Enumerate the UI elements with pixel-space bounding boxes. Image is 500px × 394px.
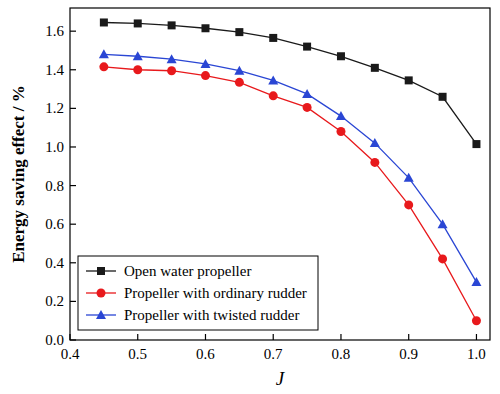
legend-marker <box>97 267 105 275</box>
x-tick <box>340 334 341 340</box>
series-marker <box>168 21 176 29</box>
y-tick-label: 1.4 <box>45 62 64 78</box>
x-tick-label: 1.0 <box>467 346 486 362</box>
y-tick-label: 0.4 <box>45 255 64 271</box>
y-tick <box>70 69 76 70</box>
series-marker <box>99 62 108 71</box>
y-tick <box>70 146 76 147</box>
legend-box <box>78 256 318 330</box>
y-tick-label: 1.2 <box>45 100 64 116</box>
plot-frame <box>70 8 490 340</box>
y-tick <box>70 301 76 302</box>
chart: 0.00.20.40.60.81.01.21.41.60.40.50.60.70… <box>0 0 500 394</box>
x-axis-label: J <box>276 368 286 389</box>
series-marker <box>200 59 210 68</box>
series-marker <box>134 19 142 27</box>
x-tick-label: 0.6 <box>196 346 215 362</box>
series-marker <box>371 64 379 72</box>
x-tick <box>273 334 274 340</box>
series-marker <box>336 127 345 136</box>
series-marker <box>438 254 447 263</box>
legend-label: Open water propeller <box>124 263 251 279</box>
series-marker <box>99 49 109 58</box>
series-marker <box>100 18 108 26</box>
series-marker <box>404 200 413 209</box>
series-marker <box>303 103 312 112</box>
x-tick-label: 0.5 <box>128 346 147 362</box>
y-tick-label: 0.6 <box>45 216 64 232</box>
series-line <box>104 54 477 282</box>
x-tick-label: 0.4 <box>61 346 80 362</box>
series-marker <box>234 66 244 75</box>
x-tick <box>137 334 138 340</box>
y-tick <box>70 31 76 32</box>
series-marker <box>336 111 346 120</box>
series-marker <box>235 78 244 87</box>
legend: Open water propeller Propeller with ordin… <box>78 256 318 330</box>
series-marker <box>167 66 176 75</box>
series-marker <box>133 65 142 74</box>
y-tick-label: 1.0 <box>45 139 64 155</box>
legend-label: Propeller with twisted rudder <box>124 307 299 323</box>
series-marker <box>405 76 413 84</box>
y-tick <box>70 108 76 109</box>
legend-marker <box>97 289 106 298</box>
y-tick-label: 0.2 <box>45 293 64 309</box>
series-marker <box>133 51 143 60</box>
series-marker <box>201 71 210 80</box>
legend-label: Propeller with ordinary rudder <box>124 285 307 301</box>
series-marker <box>370 138 380 147</box>
series-marker <box>472 316 481 325</box>
x-tick <box>69 334 70 340</box>
series-marker <box>269 34 277 42</box>
x-tick-label: 0.8 <box>332 346 351 362</box>
y-tick <box>70 339 76 340</box>
x-tick-label: 0.9 <box>399 346 418 362</box>
series-marker <box>235 28 243 36</box>
series-marker <box>302 89 312 98</box>
y-tick-label: 1.6 <box>45 23 64 39</box>
series-marker <box>269 91 278 100</box>
x-tick <box>205 334 206 340</box>
legend-marker <box>96 310 106 319</box>
x-tick <box>408 334 409 340</box>
series-marker <box>268 75 278 84</box>
y-tick <box>70 185 76 186</box>
series-marker <box>201 24 209 32</box>
y-tick <box>70 224 76 225</box>
series-marker <box>303 43 311 51</box>
y-axis-label: Energy saving effect / % <box>9 85 28 263</box>
series-marker <box>471 277 481 286</box>
x-tick-label: 0.7 <box>264 346 283 362</box>
x-tick <box>476 334 477 340</box>
series-marker <box>337 52 345 60</box>
series-marker <box>404 173 414 182</box>
series-marker <box>370 158 379 167</box>
series-marker <box>438 219 448 228</box>
series-marker <box>167 54 177 63</box>
series-line <box>104 22 477 144</box>
series-marker <box>439 93 447 101</box>
y-tick-label: 0.8 <box>45 178 64 194</box>
series-marker <box>472 140 480 148</box>
y-tick <box>70 262 76 263</box>
